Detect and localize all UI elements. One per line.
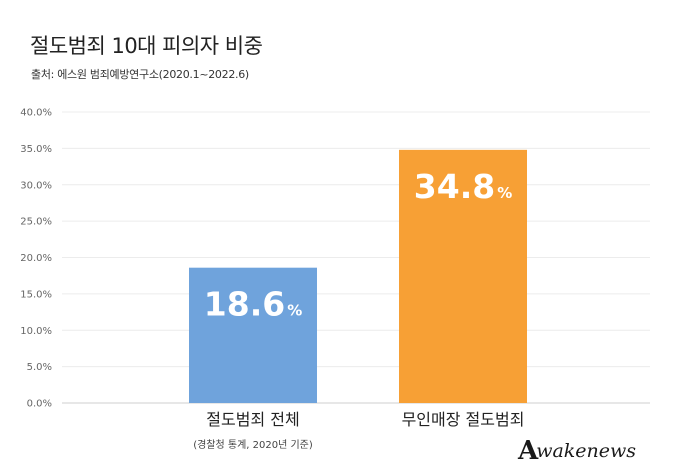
chart-title: 절도범죄 10대 피의자 비중 <box>30 34 263 58</box>
bar <box>399 149 527 403</box>
category-label: 무인매장 절도범죄 <box>402 410 525 429</box>
y-tick-label: 10.0% <box>20 326 52 337</box>
chart-subtitle: 출처: 에스원 범죄예방연구소(2020.1~2022.6) <box>31 68 249 81</box>
y-tick-label: 5.0% <box>27 362 52 373</box>
watermark-text: wakenews <box>536 440 637 462</box>
y-tick-label: 30.0% <box>20 180 52 191</box>
bars: 18.6 % 34.8% <box>189 149 527 403</box>
category-note: (경찰청 통계, 2020년 기준) <box>193 438 313 451</box>
awakenews-watermark: A wakenews <box>518 436 636 466</box>
bar <box>189 267 317 403</box>
y-tick-label: 20.0% <box>20 253 52 264</box>
gridlines <box>62 111 650 404</box>
bar-value-label: 34.8% <box>414 167 512 206</box>
watermark-mark: A <box>518 436 539 466</box>
y-tick-label: 15.0% <box>20 289 52 300</box>
y-tick-label: 35.0% <box>20 144 52 155</box>
y-axis-ticks: 0.0% 5.0% 10.0% 15.0% 20.0% 25.0% 30.0% 35.0% 40… <box>20 108 52 410</box>
category-label: 절도범죄 전체 <box>206 410 299 429</box>
y-tick-label: 25.0% <box>20 217 52 228</box>
y-tick-label: 0.0% <box>27 399 52 410</box>
y-tick-label: 40.0% <box>20 108 52 119</box>
category-labels: 절도범죄 전체 (경찰청 통계, 2020년 기준) 무인매장 절도범죄 <box>193 410 524 451</box>
bar-value-label: 18.6% <box>204 285 302 324</box>
